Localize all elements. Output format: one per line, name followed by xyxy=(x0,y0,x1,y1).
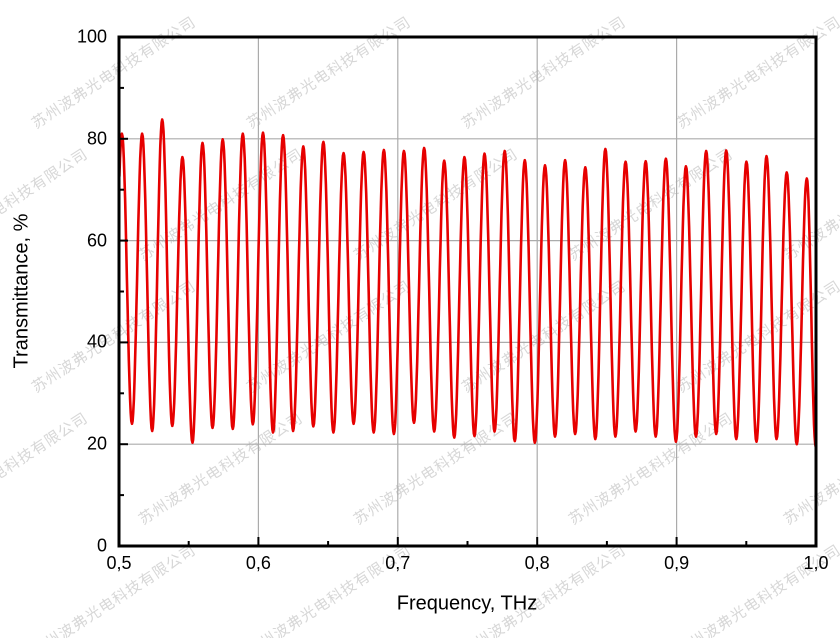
tick-marks xyxy=(118,36,817,547)
transmittance-curve xyxy=(118,118,818,449)
data-curve-layer xyxy=(118,118,818,449)
